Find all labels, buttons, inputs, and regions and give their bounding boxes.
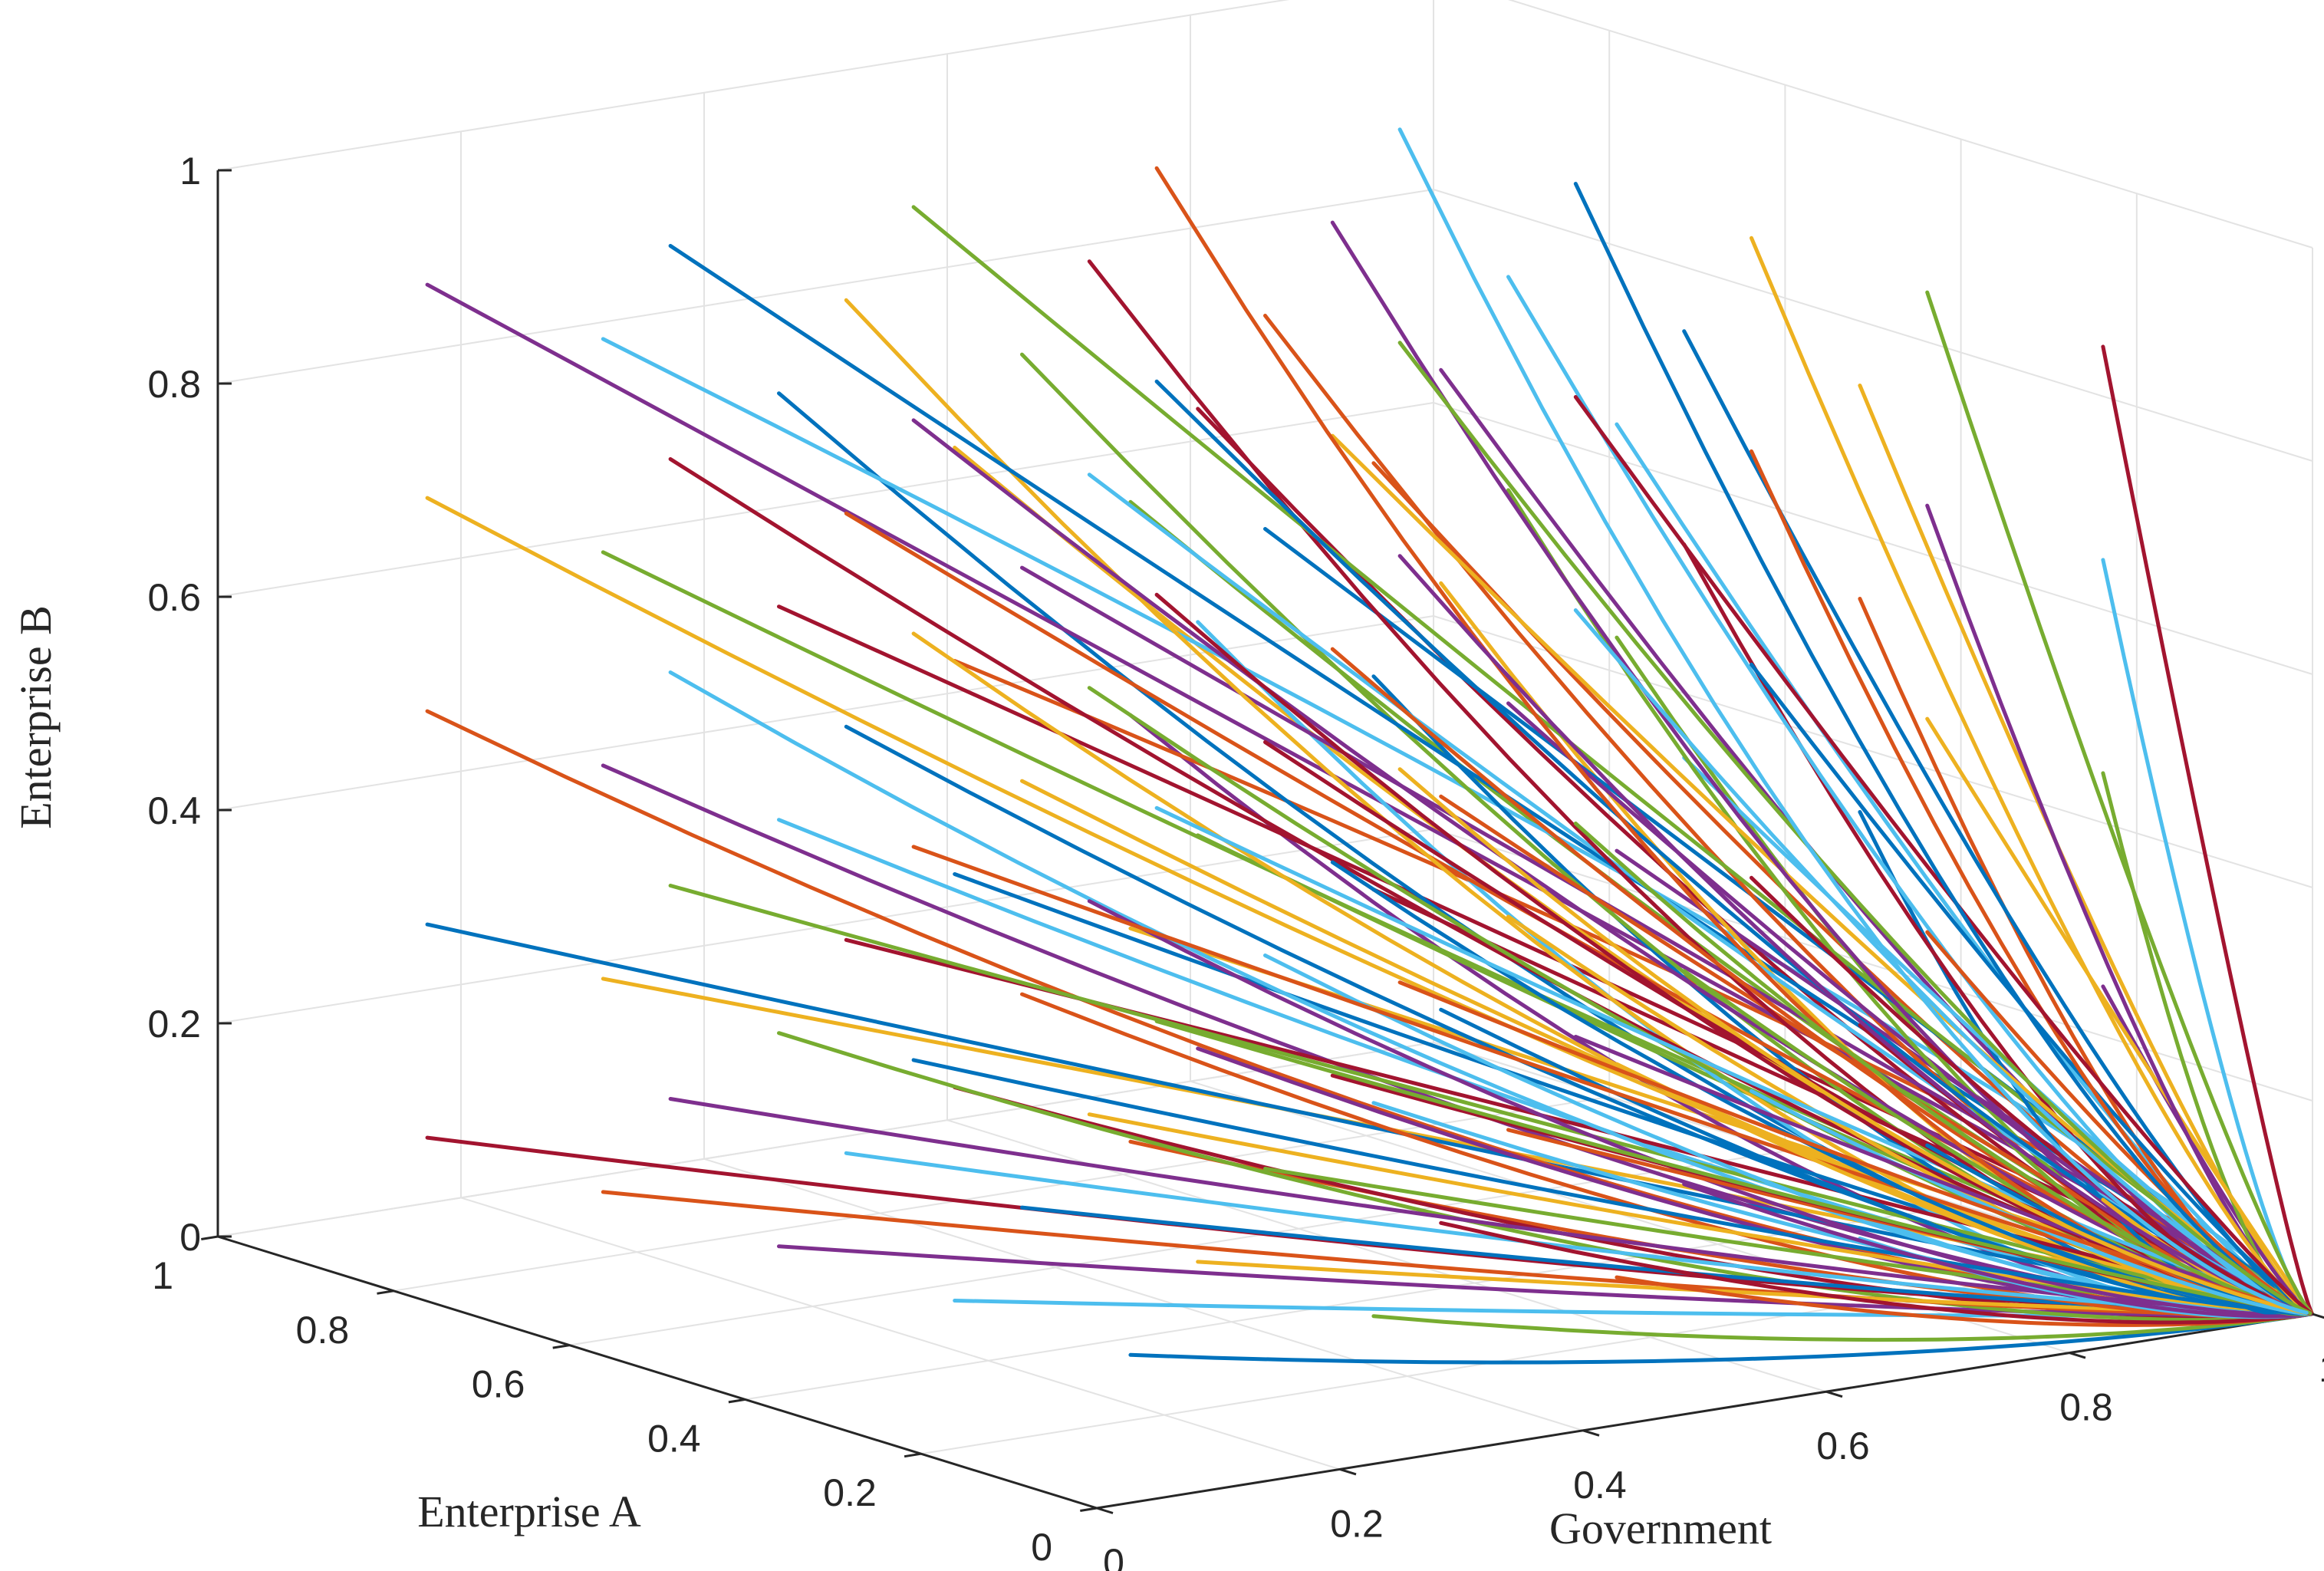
y-tick-label: 0.8 [296,1309,350,1352]
trajectory-line [1397,127,2309,1315]
grid-line [703,1158,1584,1431]
grid-line [217,189,1434,384]
x-tick-label: 1 [2319,1347,2324,1390]
x-tick-label: 0 [1103,1541,1124,1571]
y-tick-mark [377,1289,394,1295]
grid-line [460,1197,1341,1471]
x-tick-label: 0.6 [1816,1424,1870,1467]
y-tick-mark [904,1452,922,1458]
x-tick-label: 0.4 [1573,1464,1627,1507]
grid-line [1507,0,2313,249]
y-tick-mark [201,1235,219,1240]
z-tick-label: 0 [179,1216,201,1259]
z-tick-label: 0.4 [147,789,201,832]
y-tick-label: 0.2 [823,1471,877,1514]
grid-line [393,1095,1610,1292]
x-tick-mark [2312,1312,2324,1319]
z-tick-label: 1 [179,150,201,193]
grid-line [217,615,1434,811]
x-tick-mark [1096,1507,1114,1514]
x-axis-line [1096,1312,2313,1510]
series-layer [425,127,2315,1365]
x-tick-label: 0.2 [1330,1502,1384,1545]
grid-line [1433,828,2313,1102]
z-tick-label: 0.6 [147,576,201,619]
y-tick-label: 0.6 [472,1363,525,1406]
z-axis-title: Enterprise B [11,605,61,829]
grid-line [217,0,1290,171]
grid-line [1433,189,2313,462]
y-tick-mark [1080,1507,1098,1512]
axes-layer [216,170,2313,1510]
ticks-layer: 00.20.40.60.8100.20.40.60.8100.20.40.60.… [147,150,2324,1571]
grid-line [1433,402,2313,675]
y-axis-title: Enterprise A [417,1487,641,1536]
x-tick-mark [2069,1352,2086,1359]
z-tick-label: 0.2 [147,1003,201,1046]
y-axis-line [217,1235,1098,1510]
y-tick-mark [552,1344,570,1349]
x-tick-mark [1582,1429,1600,1437]
grid-line [569,1150,1786,1346]
z-tick-label: 0.8 [147,363,201,406]
x-tick-label: 0.8 [2059,1386,2113,1429]
grid-line [217,828,1434,1024]
y-tick-label: 0 [1031,1526,1052,1569]
y-tick-mark [728,1398,746,1404]
x-tick-mark [1825,1390,1843,1398]
x-axis-title: Government [1549,1503,1772,1553]
x-tick-mark [1339,1467,1357,1476]
y-tick-label: 0.4 [647,1417,701,1460]
y-tick-label: 1 [152,1254,173,1297]
